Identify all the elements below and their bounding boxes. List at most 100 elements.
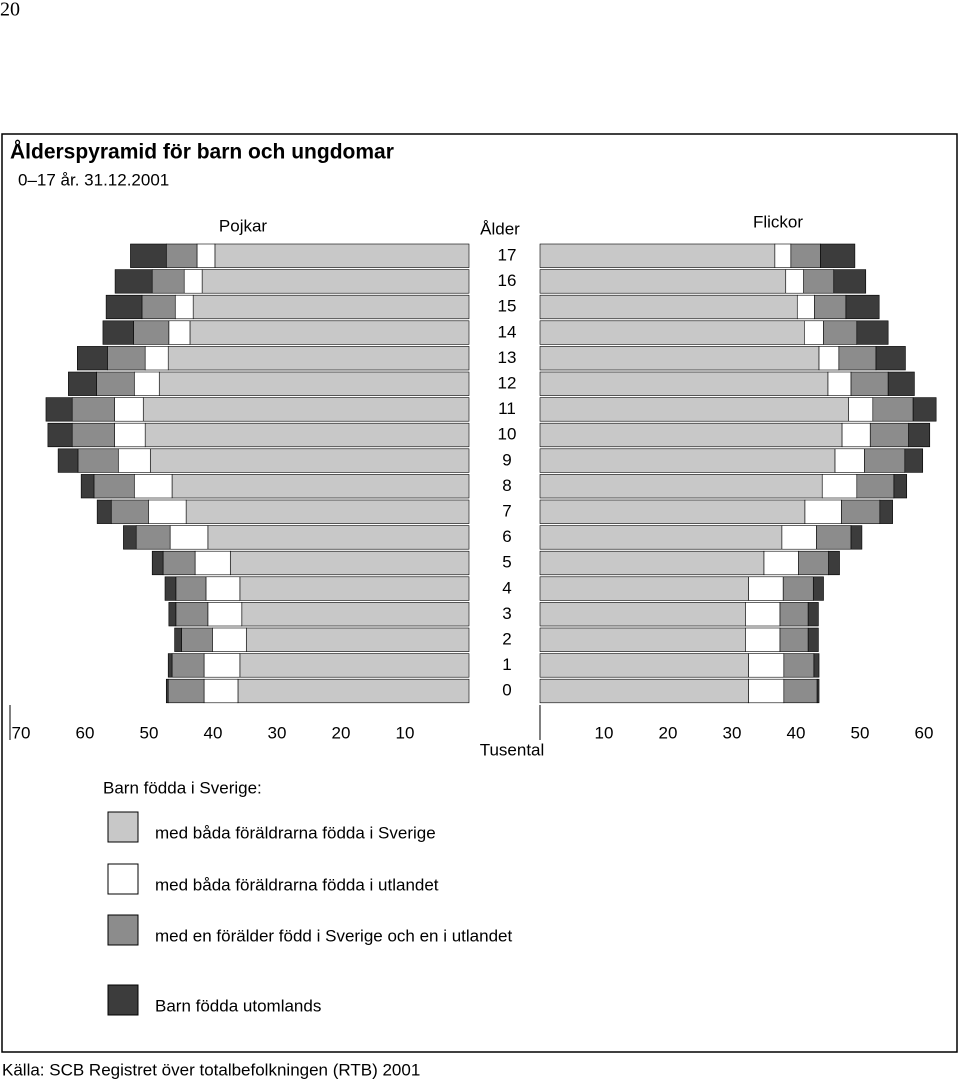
bar-right: [748, 576, 784, 601]
x-label: Tusental: [480, 740, 545, 759]
bar-left: [181, 627, 213, 652]
x-tick-label: 50: [851, 723, 870, 742]
bar-left: [229, 550, 470, 576]
bar-right: [539, 371, 829, 396]
bar-left: [168, 320, 191, 345]
bar-left: [142, 397, 470, 422]
bar-right: [813, 653, 820, 678]
category-label: 12: [498, 373, 517, 392]
bar-left: [133, 371, 160, 396]
bar-right: [748, 678, 785, 704]
bar-left: [158, 371, 470, 396]
bar-left: [164, 576, 177, 601]
category-label: 6: [502, 527, 511, 546]
legend-swatch: [107, 914, 139, 946]
bar-right: [539, 294, 798, 320]
category-label: 5: [502, 553, 511, 572]
bar-left: [212, 627, 247, 652]
bar-right: [908, 422, 931, 448]
bar-left: [203, 653, 241, 678]
bar-left: [71, 397, 115, 422]
bar-left: [102, 320, 134, 345]
bar-right: [798, 550, 829, 576]
bar-left: [165, 243, 198, 268]
bar-right: [539, 499, 806, 524]
bar-left: [169, 525, 209, 550]
bar-left: [171, 474, 470, 499]
bar-right: [841, 422, 871, 448]
x-tick-label: 60: [76, 723, 95, 742]
bar-right: [807, 627, 819, 652]
bar-left: [93, 474, 135, 499]
bar-right: [781, 525, 817, 550]
bar-right: [539, 678, 749, 704]
bar-right: [872, 397, 914, 422]
x-tick-label: 10: [396, 723, 415, 742]
bar-left: [192, 294, 470, 320]
legend-title: Barn födda i Sverige:: [103, 778, 262, 797]
bar-left: [207, 602, 243, 627]
bar-left: [196, 243, 216, 268]
x-tick-label: 50: [140, 723, 159, 742]
category-label: 3: [502, 604, 511, 623]
bar-left: [57, 448, 79, 473]
legend-label: med båda föräldrarna födda i Sverige: [155, 823, 436, 842]
bar-right: [748, 653, 785, 678]
bar-left: [201, 269, 470, 294]
category-label: 9: [502, 450, 511, 469]
bar-right: [893, 474, 908, 499]
bar-left: [144, 422, 470, 448]
bar-right: [828, 550, 840, 576]
bar-right: [539, 448, 836, 473]
bar-left: [130, 243, 167, 268]
bar-right: [823, 320, 858, 345]
x-tick-label: 40: [204, 723, 223, 742]
bar-left: [205, 576, 241, 601]
bar-left: [165, 678, 169, 704]
category-label: 13: [498, 348, 517, 367]
source: Källa: SCB Registret över totalbefolknin…: [2, 1060, 420, 1079]
bar-right: [820, 243, 856, 268]
bar-right: [539, 653, 749, 678]
bar-left: [117, 448, 151, 473]
right-label: Flickor: [753, 212, 803, 231]
bar-left: [133, 320, 170, 345]
bar-left: [185, 499, 470, 524]
bar-left: [96, 371, 135, 396]
bar-right: [539, 576, 749, 601]
bar-right: [539, 243, 776, 268]
bar-left: [239, 576, 470, 601]
bar-right: [816, 525, 852, 550]
bar-left: [167, 346, 470, 371]
bar-right: [539, 397, 849, 422]
bar-left: [162, 550, 196, 576]
legend-label: Barn födda utomlands: [155, 996, 321, 1015]
chart-subtitle: 0–17 år. 31.12.2001: [18, 170, 169, 189]
frame: [1, 133, 958, 1053]
bar-right: [850, 371, 889, 396]
legend-swatch: [107, 984, 139, 1016]
bar-left: [167, 653, 173, 678]
bar-left: [175, 576, 207, 601]
bar-right: [779, 602, 809, 627]
bar-left: [114, 397, 144, 422]
bar-left: [148, 499, 187, 524]
x-tick-label: 60: [915, 723, 934, 742]
bar-right: [818, 346, 840, 371]
bar-left: [68, 371, 97, 396]
bar-right: [539, 346, 820, 371]
x-tick-label: 70: [12, 723, 31, 742]
legend-label: med båda föräldrarna födda i utlandet: [155, 875, 439, 894]
category-label: 2: [502, 629, 511, 648]
category-label: 11: [498, 399, 516, 418]
bar-left: [214, 243, 470, 268]
bar-left: [77, 448, 119, 473]
bar-right: [774, 243, 792, 268]
bar-left: [203, 678, 239, 704]
category-label: 0: [502, 681, 511, 700]
category-label: 8: [502, 476, 511, 495]
bar-left: [149, 448, 470, 473]
bar-right: [803, 269, 835, 294]
x-tick-label: 40: [787, 723, 806, 742]
bar-right: [785, 269, 804, 294]
